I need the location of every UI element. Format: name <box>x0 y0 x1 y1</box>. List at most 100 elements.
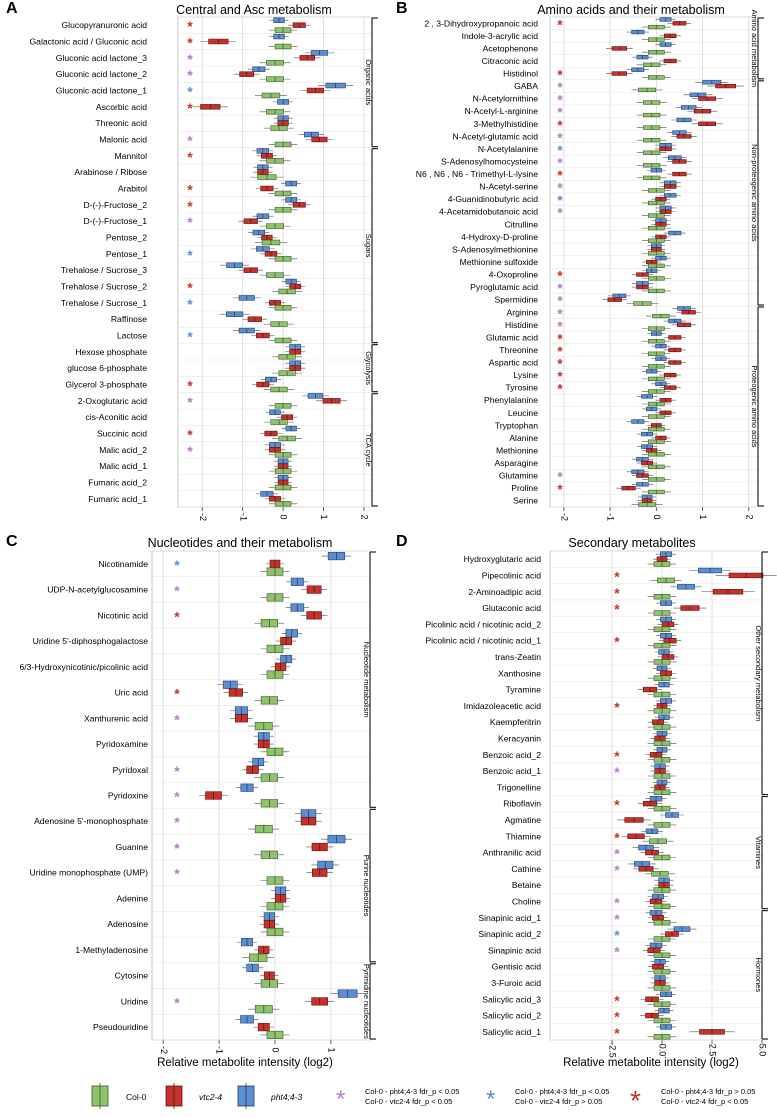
significance-star-icon: * <box>174 686 180 702</box>
significance-star-icon: * <box>557 154 563 170</box>
significance-star-icon: * <box>557 205 563 221</box>
significance-star-icon: * <box>614 748 620 764</box>
metabolite-label: Hydroxyglutaric acid <box>464 554 542 564</box>
significance-star-icon: * <box>187 280 193 296</box>
metabolite-label: Uridine 5'-diphosphogalactose <box>33 636 149 646</box>
legend: Col-0 vtc2-4 pht4;4-3 * Col-0 - pht4;4-3… <box>91 1083 755 1116</box>
legend-blue-line2: Col-0 - vtc2-4 fdr_p > 0.05 <box>515 1097 602 1106</box>
legend-pht4-swatch <box>237 1083 255 1109</box>
significance-star-icon: * <box>187 133 193 149</box>
metabolite-label: Histidinol <box>503 69 538 79</box>
metabolite-label: Glutamine <box>499 471 538 481</box>
significance-star-icon: * <box>557 268 563 284</box>
significance-star-icon: * <box>557 16 563 32</box>
metabolite-label: Malonic acid <box>99 135 147 145</box>
significance-star-icon: * <box>187 35 193 51</box>
metabolite-label: Raffinose <box>111 314 147 324</box>
group-label: Pyrimidine nucleotides <box>362 964 371 1039</box>
metabolite-label: Cytosine <box>115 971 149 981</box>
metabolite-label: 3-Methylhistidine <box>474 119 539 129</box>
metabolite-label: Hexose phosphate <box>75 347 147 357</box>
metabolite-label: glucose 6-phosphate <box>67 363 147 373</box>
metabolite-label: Salicylic acid_3 <box>482 994 541 1004</box>
metabolite-label: S-Adenosylhomocysteine <box>441 156 538 166</box>
metabolite-label: 3-Furoic acid <box>491 978 541 988</box>
significance-star-icon: * <box>614 1025 620 1041</box>
metabolite-label: Pyridoxamine <box>96 739 148 749</box>
significance-star-icon: * <box>187 296 193 312</box>
group-label: Nucleotide metabolism <box>362 642 371 718</box>
metabolite-label: Glutaconic acid <box>482 603 541 613</box>
significance-star-icon: * <box>557 192 563 208</box>
panel-title: Nucleotides and their metabolism <box>148 536 333 550</box>
metabolite-label: Trehalose / Sucrose_3 <box>61 265 147 275</box>
significance-star-icon: * <box>557 293 563 309</box>
significance-star-icon: * <box>174 583 180 599</box>
significance-star-icon: * <box>614 927 620 943</box>
metabolite-label: Pentose_1 <box>106 249 147 259</box>
metabolite-label: Adenosine 5'-monophosphate <box>34 816 148 826</box>
x-tick-label: 5.0 <box>758 1044 768 1057</box>
metabolite-label: Methionine sulfoxide <box>460 257 539 267</box>
metabolite-label: Arginine <box>506 307 538 317</box>
significance-star-icon: * <box>174 789 180 805</box>
significance-star-icon: * <box>187 84 193 100</box>
significance-star-icon: * <box>614 911 620 927</box>
metabolite-label: Gentisic acid <box>492 962 541 972</box>
metabolite-label: Arabitol <box>118 184 147 194</box>
significance-star-icon: * <box>614 601 620 617</box>
legend-purple-star-icon: * <box>336 1086 345 1113</box>
legend-vtc2-swatch <box>165 1083 183 1109</box>
metabolite-label: 4-Guanidinobutyric acid <box>448 194 539 204</box>
significance-star-icon: * <box>614 846 620 862</box>
metabolite-label: Salicylic acid_1 <box>482 1027 541 1037</box>
group-label: Vitamines <box>754 836 763 869</box>
significance-star-icon: * <box>187 149 193 165</box>
significance-star-icon: * <box>557 280 563 296</box>
metabolite-label: Gluconic acid lactone_2 <box>56 69 147 79</box>
metabolite-label: Ascorbic acid <box>96 102 147 112</box>
metabolite-label: 4-Acetamidobutanoic acid <box>439 207 538 217</box>
significance-star-icon: * <box>174 814 180 830</box>
significance-star-icon: * <box>174 866 180 882</box>
x-tick-label: 1 <box>326 1047 336 1052</box>
x-tick-label: 0 <box>652 514 662 519</box>
metabolite-label: Benzoic acid_1 <box>483 766 542 776</box>
group-label: Organic acids <box>364 59 373 105</box>
legend-col0-swatch <box>91 1083 109 1109</box>
metabolite-label: Indole-3-acrylic acid <box>462 31 539 41</box>
metabolite-label: Glutamic acid <box>486 332 538 342</box>
x-tick-label: 0.0 <box>658 1044 668 1057</box>
legend-blue-star-icon: * <box>486 1086 495 1113</box>
metabolite-label: N-Acetyl-L-arginine <box>464 106 538 116</box>
metabolite-label: Picolinic acid / nicotinic acid_1 <box>425 636 541 646</box>
metabolite-label: UDP-N-acetylglucosamine <box>47 585 148 595</box>
panel-title: Secondary metabolites <box>568 536 695 550</box>
metabolite-label: Spermidine <box>495 295 539 305</box>
plot-area: -2 -1 0 1 Nicotinamide * UDP-N-acetylglucosami… <box>20 550 376 1054</box>
significance-star-icon: * <box>174 840 180 856</box>
metabolite-label: 2-Oxoglutaric acid <box>78 396 147 406</box>
metabolite-label: Cathine <box>511 864 541 874</box>
metabolite-label: Adenosine <box>107 919 148 929</box>
legend-blue-line1: Col-0 - pht4;4-3 fdr_p < 0.05 <box>515 1087 609 1096</box>
significance-star-icon: * <box>557 180 563 196</box>
panel-title: Amino acids and their metabolism <box>537 3 725 17</box>
metabolite-label: cis-Aconitic acid <box>85 412 147 422</box>
metabolite-label: Nicotinamide <box>98 559 148 569</box>
significance-star-icon: * <box>614 634 620 650</box>
metabolite-label: Sinapinic acid_2 <box>478 929 541 939</box>
metabolite-label: Picolinic acid / nicotinic acid_2 <box>425 619 541 629</box>
panel-title: Central and Asc metabolism <box>176 3 332 17</box>
x-tick-label: -1 <box>215 1046 225 1054</box>
metabolite-label: Arabinose / Ribose <box>74 167 147 177</box>
metabolite-label: Nicotinic acid <box>97 610 148 620</box>
significance-star-icon: * <box>187 67 193 83</box>
metabolite-label: N-Acetyl-glutamic acid <box>453 131 539 141</box>
metabolite-label: Glucopyranuronic acid <box>61 20 147 30</box>
significance-star-icon: * <box>557 92 563 108</box>
metabolite-label: Pyridoxal <box>113 765 148 775</box>
metabolite-label: Kaempferitrin <box>490 717 541 727</box>
significance-star-icon: * <box>557 142 563 158</box>
